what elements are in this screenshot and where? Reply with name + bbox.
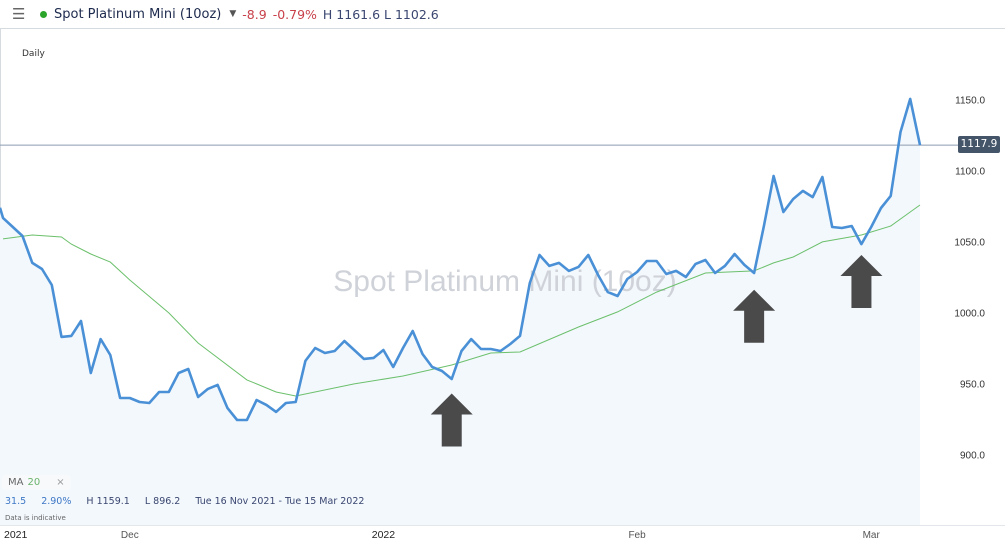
range-stats: 31.5 2.90% H 1159.1 L 896.2 Tue 16 Nov 2… xyxy=(5,496,376,507)
close-icon[interactable]: × xyxy=(56,477,65,488)
market-status-dot xyxy=(40,10,47,18)
indicator-period[interactable]: 20 xyxy=(27,477,41,488)
chevron-down-icon[interactable]: ▼ xyxy=(229,9,237,19)
indicator-name[interactable]: MA xyxy=(8,477,24,488)
disclaimer: Data is indicative xyxy=(5,514,66,522)
x-tick-label: Dec xyxy=(121,530,139,541)
instrument-title[interactable]: Spot Platinum Mini (10oz) xyxy=(54,6,222,22)
range-high: H 1159.1 xyxy=(86,496,130,507)
indicator-legend: MA 20 × xyxy=(2,475,71,490)
ma-line xyxy=(2,204,921,397)
day-high: H 1161.6 xyxy=(322,6,381,22)
timeframe-label[interactable]: Daily xyxy=(22,49,45,59)
range-low: L 896.2 xyxy=(144,496,181,507)
up-arrow-icon xyxy=(430,393,473,447)
y-tick-label: 1000.0 xyxy=(954,309,985,320)
price-change-pct: -0.79% xyxy=(272,6,317,22)
y-tick-label: 950.0 xyxy=(960,380,985,391)
x-tick-label: Feb xyxy=(628,530,646,541)
y-tick-label: 1100.0 xyxy=(955,167,985,178)
date-range: Tue 16 Nov 2021 - Tue 15 Mar 2022 xyxy=(195,496,365,507)
price-area-fill xyxy=(0,98,920,526)
y-tick-label: 1150.0 xyxy=(955,96,985,107)
y-tick-label: 1050.0 xyxy=(954,238,985,249)
chart-header: ☰ Spot Platinum Mini (10oz) ▼ -8.9 -0.79… xyxy=(0,0,1005,29)
x-tick-label: 2021 xyxy=(4,529,28,541)
x-tick-label: 2022 xyxy=(372,529,396,541)
hamburger-icon[interactable]: ☰ xyxy=(12,5,26,23)
range-change-pct: 2.90% xyxy=(41,496,72,507)
price-line xyxy=(0,97,922,422)
current-price-label: 1117.9 xyxy=(958,136,1000,153)
y-tick-label: 900.0 xyxy=(960,451,985,462)
up-arrow-icon xyxy=(733,289,776,343)
x-tick-label: Mar xyxy=(863,530,881,541)
price-change: -8.9 xyxy=(242,6,267,22)
day-low: L 1102.6 xyxy=(384,6,439,22)
range-change: 31.5 xyxy=(5,496,27,507)
up-arrow-icon xyxy=(840,254,883,308)
